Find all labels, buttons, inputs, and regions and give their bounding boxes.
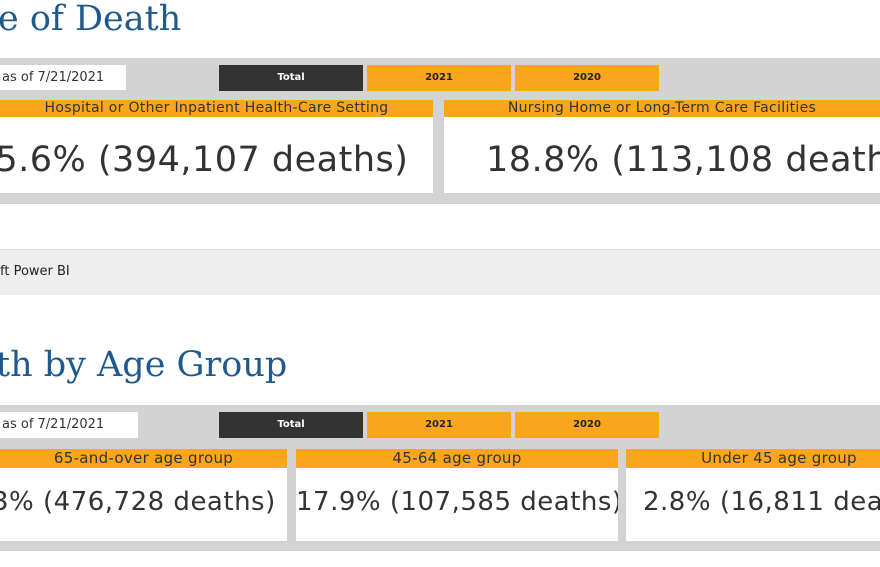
nursing-home-card: Nursing Home or Long-Term Care Facilitie… (444, 100, 880, 193)
age-under-45-card-value: 2.8% (16,811 deatl (643, 487, 880, 517)
section2-date-label: as of 7/21/2021 (0, 412, 138, 438)
age-65-over-card: 65-and-over age group 3% (476,728 deaths… (0, 449, 287, 541)
section2-title: th by Age Group (0, 345, 288, 385)
section1-tab-total[interactable]: Total (219, 65, 363, 91)
age-45-64-card-value: 17.9% (107,585 deaths) (296, 487, 618, 517)
nursing-home-card-header: Nursing Home or Long-Term Care Facilitie… (444, 100, 880, 117)
section1-date-label: as of 7/21/2021 (0, 65, 126, 90)
powerbi-footer: ft Power BI (0, 249, 880, 295)
age-45-64-card-header: 45-64 age group (296, 449, 618, 468)
section2-tab-2020[interactable]: 2020 (515, 412, 659, 438)
section1-tab-2021[interactable]: 2021 (367, 65, 511, 91)
section2-tab-total[interactable]: Total (219, 412, 363, 438)
inpatient-card-header: Hospital or Other Inpatient Health-Care … (0, 100, 433, 117)
section1-title: e of Death (0, 0, 182, 39)
age-under-45-card-header: Under 45 age group (626, 449, 880, 468)
age-45-64-card: 45-64 age group 17.9% (107,585 deaths) (296, 449, 618, 541)
inpatient-card: Hospital or Other Inpatient Health-Care … (0, 100, 433, 193)
section2-tab-2021[interactable]: 2021 (367, 412, 511, 438)
inpatient-card-value: 55.6% (394,107 deaths) (0, 140, 409, 180)
nursing-home-card-value: 18.8% (113,108 deaths (486, 140, 880, 180)
section1-tab-2020[interactable]: 2020 (515, 65, 659, 91)
age-under-45-card: Under 45 age group 2.8% (16,811 deatl (626, 449, 880, 541)
age-65-over-card-header: 65-and-over age group (0, 449, 287, 468)
powerbi-footer-text[interactable]: ft Power BI (0, 264, 70, 279)
age-65-over-card-value: 3% (476,728 deaths) (0, 487, 276, 517)
